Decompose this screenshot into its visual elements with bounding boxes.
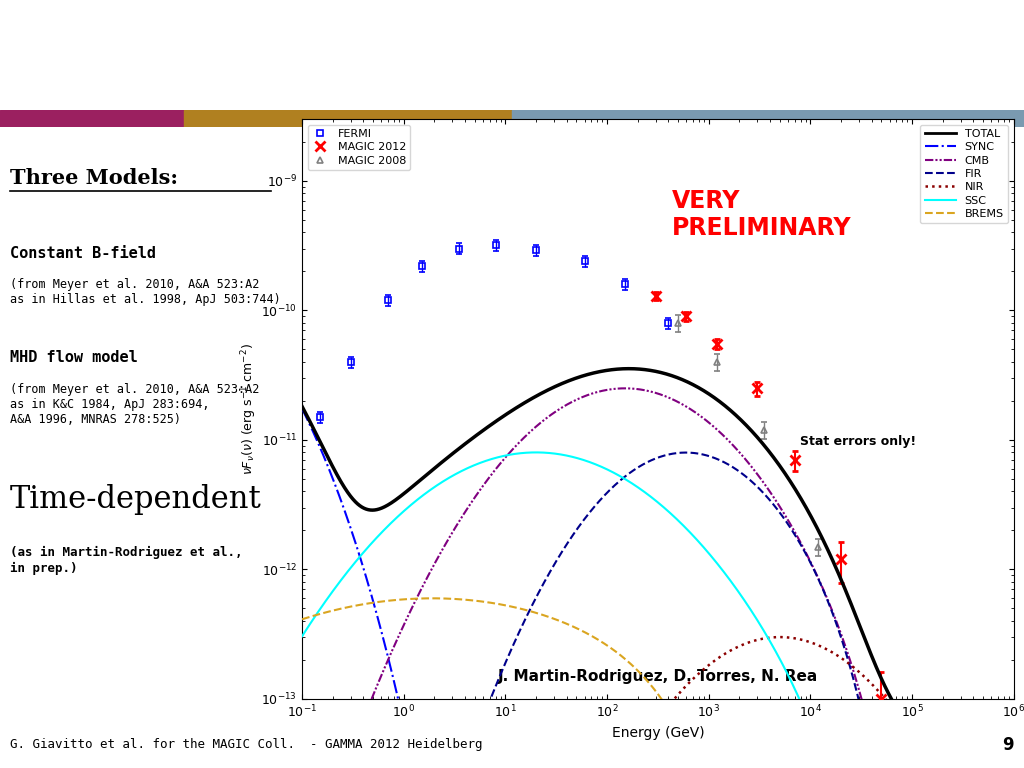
SYNC <box>332 489 344 498</box>
BREMS <box>642 677 654 687</box>
Text: Constant B-field: Constant B-field <box>10 246 157 261</box>
Text: J. Martin-Rodriguez, D. Torres, N. Rea: J. Martin-Rodriguez, D. Torres, N. Rea <box>498 670 818 684</box>
Text: (as in Martin-Rodriguez et al.,
in prep.): (as in Martin-Rodriguez et al., in prep.… <box>10 546 243 574</box>
CMB <box>642 386 654 396</box>
BREMS <box>426 594 438 603</box>
TOTAL <box>623 364 635 373</box>
SSC <box>332 579 344 588</box>
Line: NIR: NIR <box>302 637 1014 768</box>
NIR <box>857 670 869 680</box>
Y-axis label: $\nu F_\nu(\nu)$ (erg s$^{-1}$ cm$^{-2}$): $\nu F_\nu(\nu)$ (erg s$^{-1}$ cm$^{-2}$… <box>239 343 258 475</box>
Text: MHD flow model: MHD flow model <box>10 350 138 365</box>
FIR <box>857 713 869 722</box>
FIR <box>624 468 636 478</box>
TOTAL <box>642 366 654 375</box>
NIR <box>774 633 786 642</box>
NIR <box>624 758 636 767</box>
Text: Crab Nebula: modeling: Crab Nebula: modeling <box>26 28 706 79</box>
Text: Time-dependent: Time-dependent <box>10 484 262 515</box>
Line: TOTAL: TOTAL <box>302 369 1014 768</box>
Text: Stat errors only!: Stat errors only! <box>801 435 916 448</box>
BREMS <box>624 658 636 667</box>
Legend: TOTAL, SYNC, CMB, FIR, NIR, SSC, BREMS: TOTAL, SYNC, CMB, FIR, NIR, SSC, BREMS <box>921 124 1009 223</box>
FIR <box>642 457 654 466</box>
TOTAL <box>296 402 308 411</box>
Bar <box>512 110 1024 127</box>
Line: CMB: CMB <box>302 389 1014 768</box>
SSC <box>642 490 654 499</box>
Line: SSC: SSC <box>302 452 1014 768</box>
SYNC <box>296 404 308 413</box>
Text: Three Models:: Three Models: <box>10 168 178 188</box>
Text: 9: 9 <box>1002 736 1014 754</box>
Bar <box>0 110 184 127</box>
SSC <box>529 448 542 457</box>
Text: G. Giavitto et al. for the MAGIC Coll.  - GAMMA 2012 Heidelberg: G. Giavitto et al. for the MAGIC Coll. -… <box>10 739 482 751</box>
BREMS <box>332 604 344 614</box>
CMB <box>624 384 636 393</box>
BREMS <box>296 614 308 624</box>
Line: BREMS: BREMS <box>302 598 1014 768</box>
NIR <box>642 729 654 738</box>
X-axis label: Energy (GeV): Energy (GeV) <box>611 726 705 740</box>
SSC <box>296 631 308 641</box>
FIR <box>680 448 692 457</box>
Line: SYNC: SYNC <box>302 409 1014 768</box>
Text: VERY
PRELIMINARY: VERY PRELIMINARY <box>672 189 852 240</box>
SSC <box>624 477 636 486</box>
TOTAL <box>857 629 869 638</box>
Text: (from Meyer et al. 2010, A&A 523:A2
as in Hillas et al. 1998, ApJ 503:744): (from Meyer et al. 2010, A&A 523:A2 as i… <box>10 279 281 306</box>
TOTAL <box>624 364 636 373</box>
CMB <box>857 699 869 708</box>
TOTAL <box>332 472 344 482</box>
Bar <box>184 110 512 127</box>
CMB <box>618 384 631 393</box>
Text: (from Meyer et al. 2010, A&A 523:A2
as in K&C 1984, ApJ 283:694,
A&A 1996, MNRAS: (from Meyer et al. 2010, A&A 523:A2 as i… <box>10 382 260 425</box>
Line: FIR: FIR <box>302 452 1014 768</box>
